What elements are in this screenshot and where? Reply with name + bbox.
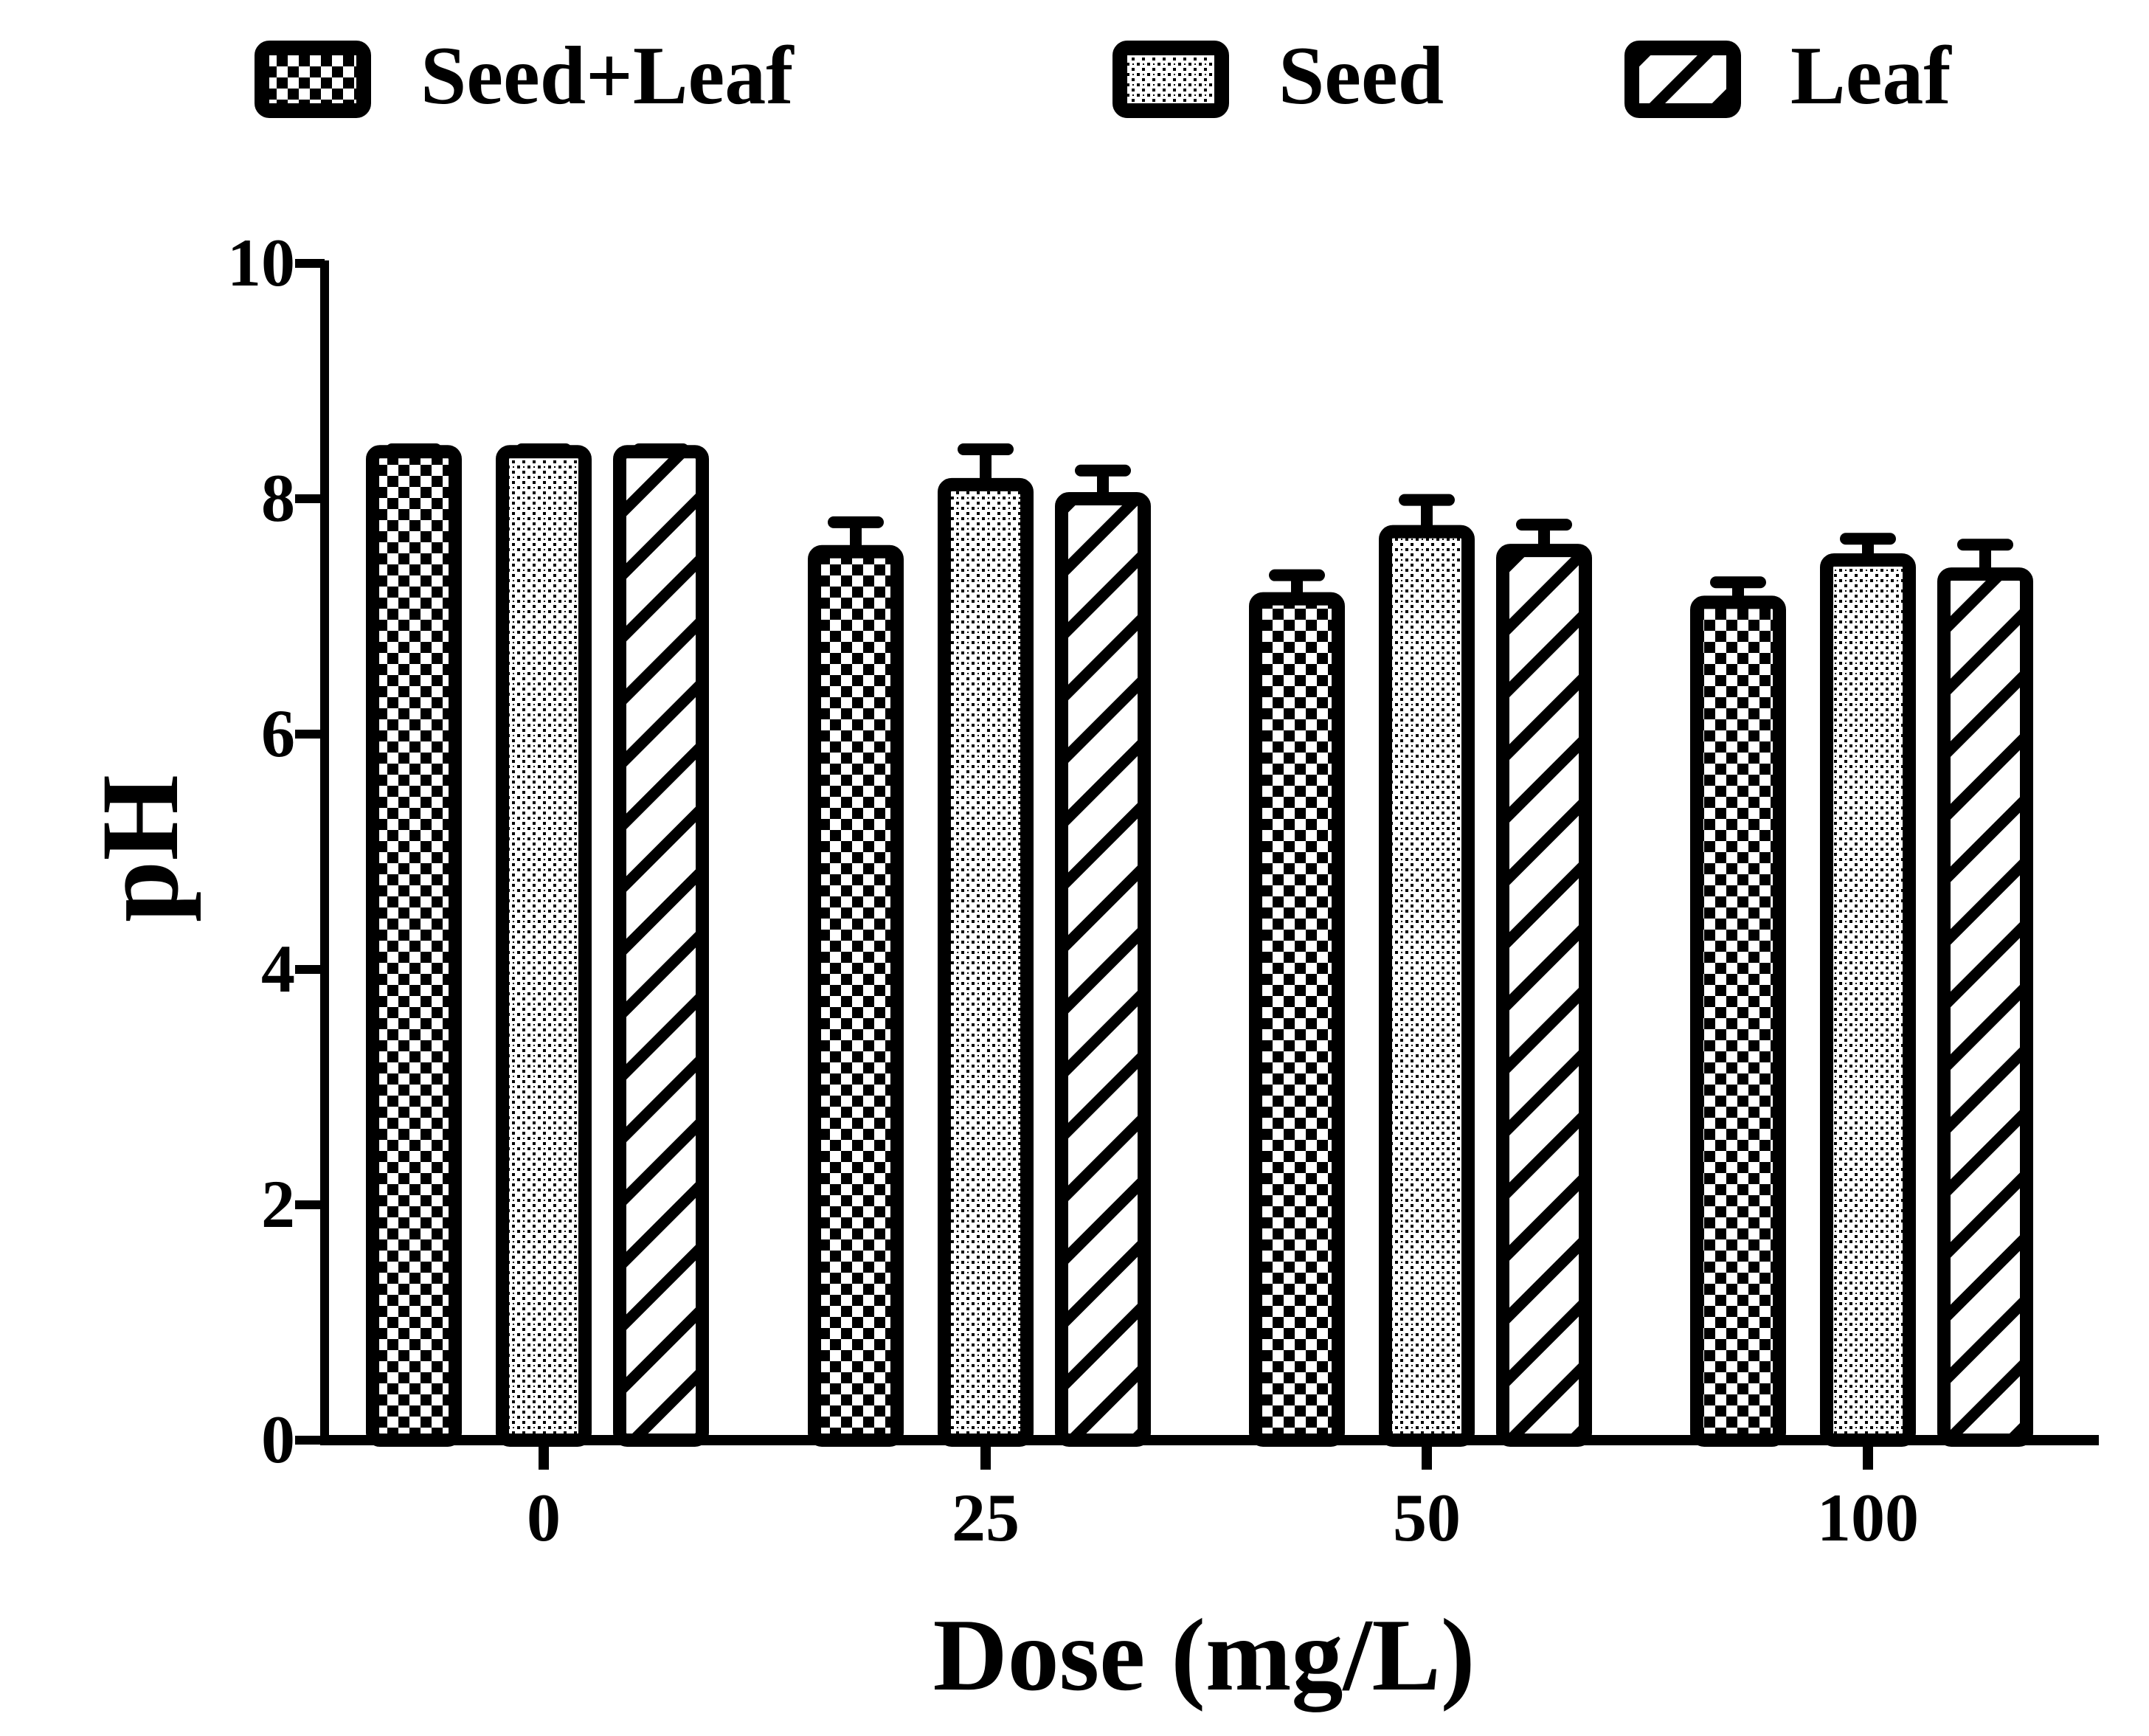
- y-axis-label: pH: [79, 775, 201, 922]
- bar-seed-leaf-50: [1249, 592, 1345, 1448]
- bar-leaf-100: [1937, 567, 2033, 1448]
- bar-seed-100: [1820, 553, 1916, 1448]
- y-tick-label: 10: [227, 225, 295, 300]
- bar-seed-25: [938, 477, 1034, 1447]
- x-tick-label: 50: [1393, 1480, 1461, 1555]
- y-tick-label: 8: [261, 460, 295, 536]
- bar-seed-0: [496, 445, 592, 1448]
- legend-swatch-hatch: [1624, 41, 1741, 118]
- legend-label: Seed: [1278, 30, 1444, 122]
- y-tick-label: 0: [261, 1402, 295, 1477]
- y-tick-label: 4: [261, 931, 295, 1006]
- y-tick-label: 6: [261, 696, 295, 771]
- legend-label: Leaf: [1790, 30, 1952, 122]
- bar-seed-leaf-25: [808, 544, 904, 1447]
- legend-label: Seed+Leaf: [421, 30, 795, 122]
- x-tick-label: 100: [1817, 1480, 1919, 1555]
- legend: Seed+Leaf Seed Leaf: [255, 30, 1952, 122]
- bar-leaf-50: [1496, 544, 1592, 1447]
- x-axis-label: Dose (mg/L): [933, 1598, 1475, 1712]
- bar-leaf-0: [613, 445, 709, 1448]
- bars: [366, 443, 2033, 1448]
- legend-swatch-dots: [1112, 41, 1229, 118]
- x-tick-label: 0: [527, 1480, 561, 1555]
- bar-leaf-25: [1055, 492, 1151, 1447]
- y-tick-label: 2: [261, 1166, 295, 1242]
- bar-seed-50: [1379, 525, 1475, 1447]
- bar-seed-leaf-0: [366, 445, 462, 1448]
- bar-seed-leaf-100: [1690, 595, 1786, 1447]
- x-tick-label: 25: [952, 1480, 1020, 1555]
- legend-swatch-checker: [255, 41, 371, 118]
